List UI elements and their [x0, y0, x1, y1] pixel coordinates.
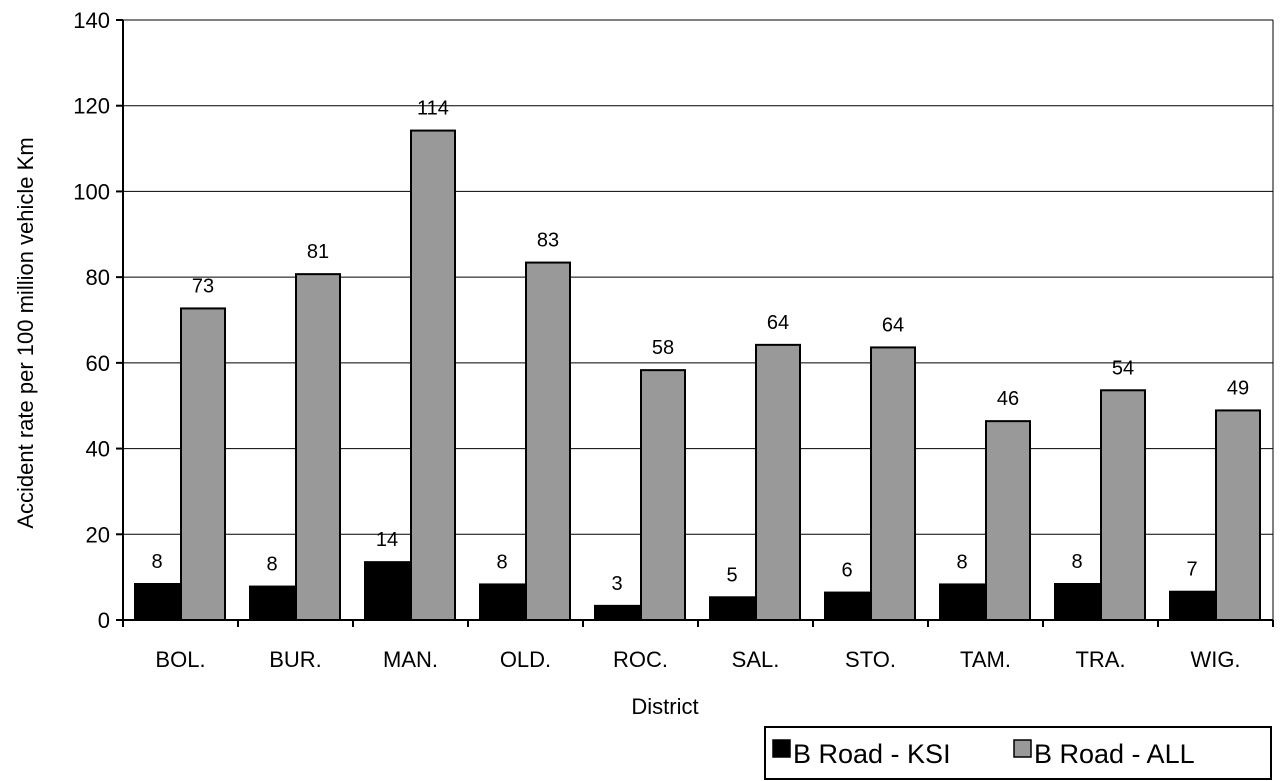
data-label-all-wig: 49: [1227, 377, 1249, 399]
bar-all-man: [410, 129, 456, 621]
bar-all-tra: [1100, 389, 1146, 621]
bar-all-old: [525, 261, 571, 621]
bar-ksi-tam: [939, 583, 985, 622]
y-tick-label-80: 80: [86, 265, 110, 290]
legend-swatch-all: [1013, 739, 1032, 758]
data-label-ksi-sal: 5: [726, 564, 737, 586]
data-label-ksi-man: 14: [376, 529, 398, 551]
legend-swatch-ksi: [772, 739, 791, 758]
x-tick-label-sto: STO.: [845, 647, 896, 672]
y-axis-title: Accident rate per 100 million vehicle Km: [13, 137, 38, 528]
y-tick-labels: 0 20 40 60 80 100 120 140: [73, 8, 110, 633]
bar-ksi-sto: [824, 591, 870, 621]
data-label-ksi-sto: 6: [841, 560, 852, 582]
legend-label-all: B Road - ALL: [1034, 739, 1195, 769]
data-label-all-tam: 46: [997, 388, 1019, 410]
x-axis-title: District: [631, 694, 698, 719]
data-label-all-roc: 58: [652, 337, 674, 359]
x-tick-label-old: OLD.: [500, 647, 551, 672]
x-tick-label-man: MAN.: [383, 647, 438, 672]
y-tick-label-100: 100: [73, 179, 110, 204]
data-label-ksi-roc: 3: [611, 573, 622, 595]
bar-all-sto: [870, 346, 916, 621]
x-tick-labels: BOL. BUR. MAN. OLD. ROC. SAL. STO. TAM. TRA. WIG.: [155, 647, 1240, 672]
x-tick-label-sal: SAL.: [732, 647, 780, 672]
data-label-ksi-tra: 8: [1071, 551, 1082, 573]
bar-all-wig: [1215, 409, 1261, 621]
legend-label-ksi: B Road - KSI: [793, 739, 951, 769]
y-tick-label-0: 0: [98, 608, 110, 633]
bar-all-sal: [755, 343, 801, 621]
x-tick-label-roc: ROC.: [613, 647, 668, 672]
bar-ksi-wig: [1169, 590, 1215, 622]
y-tick-label-140: 140: [73, 8, 110, 33]
bar-all-bol: [180, 307, 226, 621]
bar-all-tam: [985, 420, 1031, 621]
data-label-ksi-old: 8: [496, 551, 507, 573]
data-label-all-sal: 64: [767, 312, 789, 334]
x-tick-label-bur: BUR.: [269, 647, 322, 672]
bar-ksi-roc: [594, 604, 640, 621]
bars: [134, 129, 1261, 622]
data-label-ksi-tam: 8: [956, 551, 967, 573]
y-tick-label-60: 60: [86, 351, 110, 376]
data-label-all-bur: 81: [307, 241, 329, 263]
legend: B Road - KSI B Road - ALL: [764, 726, 1272, 780]
bar-all-bur: [295, 273, 341, 621]
y-tick-label-120: 120: [73, 94, 110, 119]
axes: [116, 19, 1274, 627]
x-tick-label-tra: TRA.: [1075, 647, 1125, 672]
bar-ksi-tra: [1054, 583, 1100, 621]
data-label-all-man: 114: [417, 98, 449, 120]
x-tick-label-bol: BOL.: [155, 647, 205, 672]
data-label-ksi-bol: 8: [151, 551, 162, 573]
data-label-ksi-wig: 7: [1186, 559, 1197, 581]
bar-ksi-bol: [134, 583, 180, 621]
data-label-all-old: 83: [537, 230, 559, 252]
bar-ksi-old: [479, 583, 525, 622]
bar-ksi-man: [364, 561, 410, 622]
x-tick-label-wig: WIG.: [1190, 647, 1240, 672]
data-label-all-bol: 73: [192, 275, 214, 297]
y-tick-label-20: 20: [86, 522, 110, 547]
y-tick-label-40: 40: [86, 437, 110, 462]
data-label-all-tra: 54: [1112, 357, 1134, 379]
x-tick-label-tam: TAM.: [960, 647, 1011, 672]
data-label-all-sto: 64: [882, 314, 904, 336]
bar-ksi-sal: [709, 596, 755, 621]
bar-all-roc: [640, 369, 686, 621]
data-label-ksi-bur: 8: [266, 554, 277, 576]
bar-ksi-bur: [249, 585, 295, 621]
